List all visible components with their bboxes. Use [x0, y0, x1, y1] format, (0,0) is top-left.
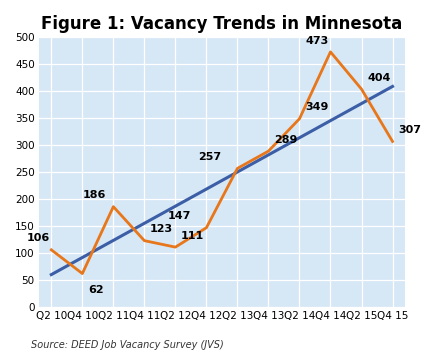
Text: 289: 289	[274, 135, 297, 145]
Text: 257: 257	[198, 152, 222, 162]
Text: 106: 106	[26, 233, 49, 244]
Title: Figure 1: Vacancy Trends in Minnesota: Figure 1: Vacancy Trends in Minnesota	[41, 15, 402, 33]
Text: 186: 186	[83, 190, 106, 200]
Text: 147: 147	[167, 212, 191, 221]
Text: 62: 62	[88, 285, 104, 295]
Text: 349: 349	[305, 102, 328, 112]
Text: 111: 111	[181, 231, 204, 241]
Text: 473: 473	[305, 36, 329, 45]
Text: 404: 404	[367, 73, 390, 83]
Text: 123: 123	[150, 224, 173, 234]
Text: Source: DEED Job Vacancy Survey (JVS): Source: DEED Job Vacancy Survey (JVS)	[31, 340, 223, 350]
Text: 307: 307	[398, 125, 421, 135]
